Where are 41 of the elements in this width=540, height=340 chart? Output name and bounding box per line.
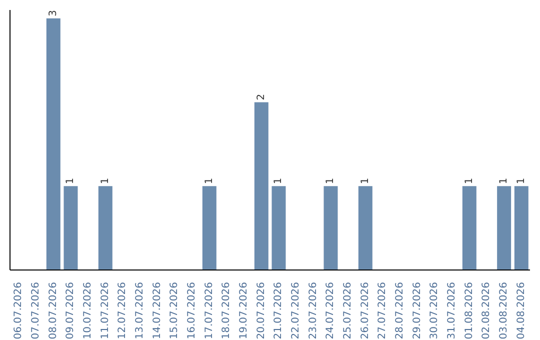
x-tick-label: 04.08.2026 — [516, 282, 527, 340]
data-label: 1 — [464, 178, 475, 184]
x-tick-label: 13.07.2026 — [134, 282, 146, 340]
data-label: 3 — [48, 10, 59, 16]
x-tick-label: 08.07.2026 — [48, 282, 59, 340]
x-tick-label: 26.07.2026 — [360, 282, 371, 340]
x-tick-label: 03.08.2026 — [498, 282, 510, 340]
data-label: 1 — [325, 178, 336, 184]
x-tick-label: 10.07.2026 — [82, 282, 94, 340]
x-tick-label: 07.07.2026 — [30, 282, 42, 340]
data-label: 1 — [516, 178, 527, 184]
x-tick-label: 17.07.2026 — [204, 282, 215, 340]
data-label: 1 — [273, 178, 284, 184]
x-tick-label: 27.07.2026 — [377, 282, 388, 340]
data-label: 1 — [100, 178, 111, 184]
x-tick-label: 29.07.2026 — [412, 282, 423, 340]
x-tick-label: 11.07.2026 — [100, 282, 111, 340]
x-tick-label: 19.07.2026 — [238, 282, 250, 340]
data-label: 1 — [65, 178, 76, 184]
x-tick-label: 21.07.2026 — [273, 282, 284, 340]
x-tick-label: 18.07.2026 — [221, 282, 232, 340]
x-tick-label: 28.07.2026 — [394, 282, 406, 340]
x-tick-label: 09.07.2026 — [65, 282, 76, 340]
x-tick-label: 31.07.2026 — [446, 282, 458, 340]
x-tick-label: 15.07.2026 — [169, 282, 180, 340]
x-tick-label: 22.07.2026 — [290, 282, 302, 340]
x-tick-label: 16.07.2026 — [186, 282, 198, 340]
data-label: 2 — [256, 94, 267, 100]
x-tick-label: 20.07.2026 — [256, 282, 267, 340]
x-tick-label: 23.07.2026 — [308, 282, 319, 340]
x-tick-label: 24.07.2026 — [325, 282, 336, 340]
data-label: 1 — [204, 178, 215, 184]
x-tick-label: 30.07.2026 — [429, 282, 440, 340]
x-tick-label: 06.07.2026 — [13, 282, 24, 340]
data-label: 1 — [498, 178, 510, 184]
x-tick-label: 02.08.2026 — [481, 282, 492, 340]
x-tick-label: 14.07.2026 — [152, 282, 163, 340]
x-tick-label: 25.07.2026 — [342, 282, 354, 340]
x-tick-label: 01.08.2026 — [464, 282, 475, 340]
x-tick-label: 12.07.2026 — [117, 282, 128, 340]
data-label: 1 — [360, 178, 371, 184]
